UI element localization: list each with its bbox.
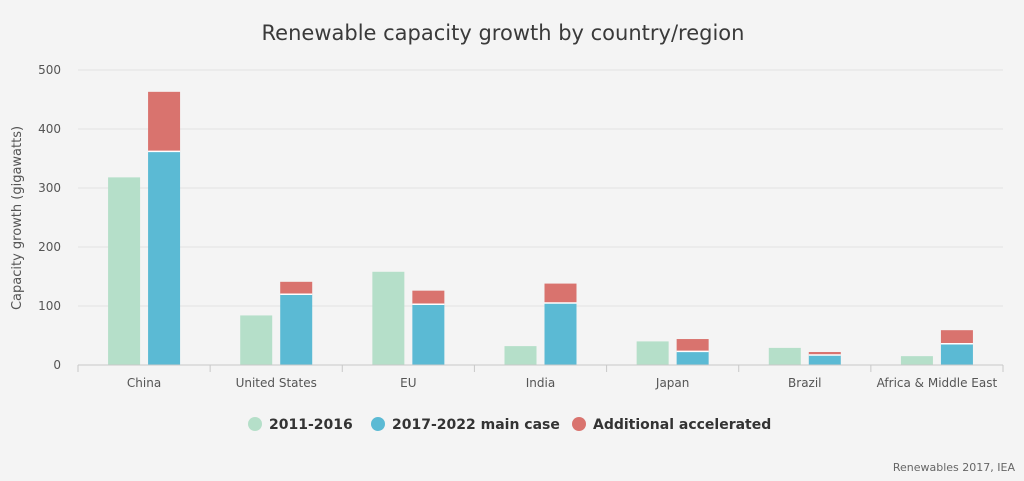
y-tick-label: 200 xyxy=(38,240,61,254)
bar-2011-2016[interactable] xyxy=(900,356,933,365)
bar-additional-accelerated[interactable] xyxy=(544,283,577,304)
x-tick-label: EU xyxy=(400,376,416,390)
legend-item[interactable]: Additional accelerated xyxy=(572,417,771,433)
legend-label: 2011-2016 xyxy=(269,417,353,433)
bar-2011-2016[interactable] xyxy=(240,315,273,365)
y-tick-label: 0 xyxy=(53,358,61,372)
y-tick-label: 300 xyxy=(38,181,61,195)
chart-title: Renewable capacity growth by country/reg… xyxy=(262,21,745,45)
bar-2017-2022-main-case[interactable] xyxy=(412,304,445,365)
x-tick-label: Japan xyxy=(655,376,689,390)
bar-2011-2016[interactable] xyxy=(372,271,405,365)
source-note: Renewables 2017, IEA xyxy=(893,461,1016,474)
x-tick-label: China xyxy=(127,376,161,390)
legend-label: Additional accelerated xyxy=(593,417,771,433)
bar-additional-accelerated[interactable] xyxy=(940,330,973,344)
legend-item[interactable]: 2011-2016 xyxy=(248,417,353,433)
legend-label: 2017-2022 main case xyxy=(392,417,560,433)
x-axis: China United States EU India Japan Brazil Afri… xyxy=(77,364,1004,390)
y-tick-label: 100 xyxy=(38,299,61,313)
y-axis-ticks: 0 100 200 300 400 500 xyxy=(38,63,61,372)
bar-2011-2016[interactable] xyxy=(504,346,537,365)
legend[interactable]: 2011-2016 2017-2022 main case Additional a… xyxy=(248,417,771,433)
gridlines xyxy=(78,69,1003,307)
x-tick-label: United States xyxy=(236,376,317,390)
legend-item[interactable]: 2017-2022 main case xyxy=(371,417,560,433)
bar-2017-2022-main-case[interactable] xyxy=(544,303,577,365)
y-tick-label: 500 xyxy=(38,63,61,77)
bar-additional-accelerated[interactable] xyxy=(808,352,841,355)
x-tick-label: Brazil xyxy=(788,376,822,390)
bar-additional-accelerated[interactable] xyxy=(412,290,445,305)
bar-additional-accelerated[interactable] xyxy=(148,91,181,152)
bar-2017-2022-main-case[interactable] xyxy=(280,294,313,365)
bar-additional-accelerated[interactable] xyxy=(676,339,709,352)
x-tick-label: India xyxy=(526,376,555,390)
bars xyxy=(108,91,973,365)
y-axis-label: Capacity growth (gigawatts) xyxy=(10,126,25,310)
y-tick-label: 400 xyxy=(38,122,61,136)
legend-marker xyxy=(371,417,385,431)
bar-additional-accelerated[interactable] xyxy=(280,281,313,295)
bar-2011-2016[interactable] xyxy=(768,347,801,365)
bar-2011-2016[interactable] xyxy=(108,177,141,365)
legend-marker xyxy=(248,417,262,431)
bar-2017-2022-main-case[interactable] xyxy=(148,151,181,365)
x-tick-label: Africa & Middle East xyxy=(877,376,998,390)
bar-2017-2022-main-case[interactable] xyxy=(940,343,973,365)
bar-2017-2022-main-case[interactable] xyxy=(676,351,709,365)
bar-2017-2022-main-case[interactable] xyxy=(808,354,841,365)
bar-2011-2016[interactable] xyxy=(636,341,669,365)
legend-marker xyxy=(572,417,586,431)
